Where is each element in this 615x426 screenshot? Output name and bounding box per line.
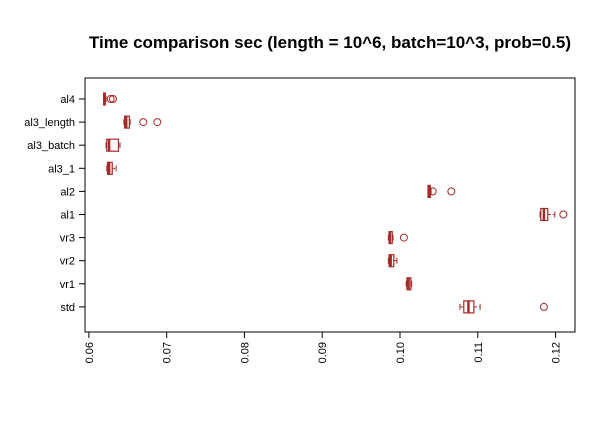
y-tick-label: al3_1 <box>48 163 75 175</box>
x-tick-label: 0.07 <box>162 342 174 363</box>
chart-title: Time comparison sec (length = 10^6, batc… <box>89 33 571 52</box>
y-tick-label: al1 <box>60 210 75 222</box>
box-al2 <box>427 184 456 198</box>
x-tick-label: 0.10 <box>395 342 407 363</box>
outlier-point <box>399 233 408 242</box>
box-std <box>459 300 548 314</box>
x-axis: 0.06 0.07 0.08 0.09 0.10 0.11 0.12 <box>84 331 563 363</box>
box-vr3 <box>387 231 408 245</box>
outlier-point <box>106 95 115 103</box>
x-tick-label: 0.12 <box>551 342 563 363</box>
x-tick-label: 0.08 <box>239 342 251 363</box>
x-tick-label: 0.09 <box>317 342 329 363</box>
plot-area-frame <box>84 77 576 333</box>
y-tick-label: al2 <box>60 186 75 198</box>
outlier-point <box>139 118 148 127</box>
outlier-point <box>539 302 548 311</box>
box-al3-batch <box>105 138 121 152</box>
y-tick-label: al3_length <box>24 117 75 129</box>
outlier-point <box>153 118 162 127</box>
box-body <box>106 138 120 152</box>
box-series <box>103 92 568 314</box>
box-al4 <box>103 92 117 106</box>
outlier-point <box>559 210 568 219</box>
box-vr2 <box>387 254 398 268</box>
box-al1 <box>539 207 568 222</box>
y-tick-label: al3_batch <box>27 140 75 152</box>
outlier-point <box>447 187 456 196</box>
outlier-point <box>109 95 117 103</box>
x-tick-label: 0.11 <box>473 342 485 363</box>
box-al3-length <box>123 115 162 129</box>
y-tick-label: al4 <box>60 94 75 106</box>
y-tick-label: vr1 <box>60 279 75 291</box>
outlier-point <box>428 187 437 196</box>
y-axis: al4 al3_length al3_batch al3_1 al2 al1 vr3 vr2 v… <box>24 94 85 314</box>
y-tick-label: vr2 <box>60 256 75 268</box>
y-tick-label: std <box>60 302 75 314</box>
box-vr1 <box>405 277 413 291</box>
y-tick-label: vr3 <box>60 233 75 245</box>
box-al3-1 <box>106 161 117 175</box>
x-tick-label: 0.06 <box>84 342 96 363</box>
